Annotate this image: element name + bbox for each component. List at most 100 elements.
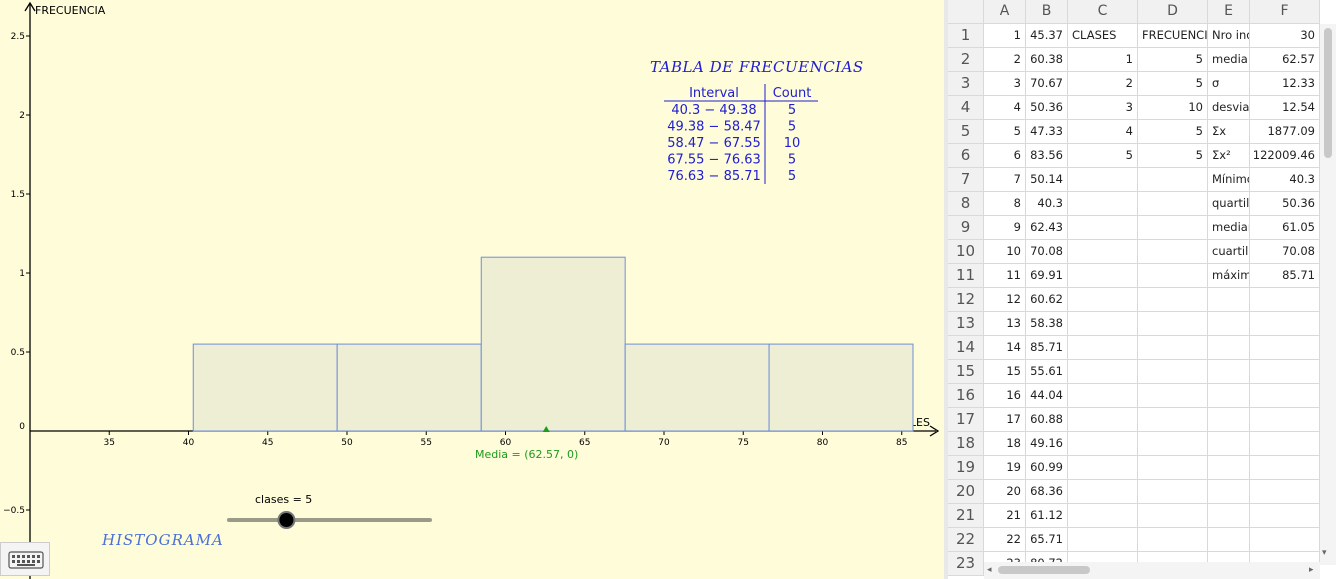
- keyboard-button[interactable]: [0, 542, 50, 576]
- sheet-cell[interactable]: 50.36: [1026, 96, 1068, 120]
- sheet-cell[interactable]: [1208, 312, 1250, 336]
- sheet-cell[interactable]: [1138, 192, 1208, 216]
- column-header-f[interactable]: F: [1250, 0, 1320, 24]
- sheet-cell[interactable]: 10: [1138, 96, 1208, 120]
- sheet-cell[interactable]: [1138, 432, 1208, 456]
- row-header[interactable]: 17: [948, 408, 984, 432]
- sheet-cell[interactable]: [1250, 456, 1320, 480]
- sheet-cell[interactable]: 5: [1138, 120, 1208, 144]
- sheet-cell[interactable]: [1250, 504, 1320, 528]
- sheet-cell[interactable]: 85.71: [1250, 264, 1320, 288]
- sheet-cell[interactable]: 13: [984, 312, 1026, 336]
- sheet-cell[interactable]: 62.57: [1250, 48, 1320, 72]
- horizontal-scrollbar[interactable]: [984, 562, 1320, 579]
- sheet-cell[interactable]: máximo: [1208, 264, 1250, 288]
- sheet-cell[interactable]: 3: [1068, 96, 1138, 120]
- sheet-cell[interactable]: 60.62: [1026, 288, 1068, 312]
- row-header[interactable]: 10: [948, 240, 984, 264]
- sheet-cell[interactable]: Nro ind: [1208, 24, 1250, 48]
- sheet-cell[interactable]: 4: [984, 96, 1026, 120]
- sheet-cell[interactable]: Mínimo: [1208, 168, 1250, 192]
- sheet-cell[interactable]: [1208, 360, 1250, 384]
- sheet-cell[interactable]: [1138, 360, 1208, 384]
- row-header[interactable]: 14: [948, 336, 984, 360]
- sheet-cell[interactable]: 62.43: [1026, 216, 1068, 240]
- sheet-cell[interactable]: [1068, 192, 1138, 216]
- sheet-cell[interactable]: [1138, 240, 1208, 264]
- row-header[interactable]: 9: [948, 216, 984, 240]
- vertical-scroll-thumb[interactable]: [1324, 28, 1332, 158]
- sheet-cell[interactable]: 21: [984, 504, 1026, 528]
- sheet-cell[interactable]: [1138, 384, 1208, 408]
- sheet-cell[interactable]: 1: [984, 24, 1026, 48]
- sheet-cell[interactable]: [1068, 336, 1138, 360]
- sheet-cell[interactable]: [1208, 384, 1250, 408]
- sheet-cell[interactable]: 5: [1138, 72, 1208, 96]
- sheet-cell[interactable]: 85.71: [1026, 336, 1068, 360]
- row-header[interactable]: 12: [948, 288, 984, 312]
- sheet-cell[interactable]: [1250, 288, 1320, 312]
- sheet-cell[interactable]: [1250, 480, 1320, 504]
- sheet-cell[interactable]: 122009.46: [1250, 144, 1320, 168]
- sheet-cell[interactable]: 22: [984, 528, 1026, 552]
- sheet-cell[interactable]: 17: [984, 408, 1026, 432]
- row-header[interactable]: 8: [948, 192, 984, 216]
- sheet-cell[interactable]: [1208, 528, 1250, 552]
- sheet-cell[interactable]: 8: [984, 192, 1026, 216]
- sheet-cell[interactable]: 60.88: [1026, 408, 1068, 432]
- sheet-cell[interactable]: 60.38: [1026, 48, 1068, 72]
- sheet-cell[interactable]: [1068, 216, 1138, 240]
- sheet-cell[interactable]: 44.04: [1026, 384, 1068, 408]
- sheet-cell[interactable]: 60.99: [1026, 456, 1068, 480]
- sheet-cell[interactable]: desviac: [1208, 96, 1250, 120]
- sheet-cell[interactable]: 70.67: [1026, 72, 1068, 96]
- row-header[interactable]: 15: [948, 360, 984, 384]
- sheet-cell[interactable]: 12.33: [1250, 72, 1320, 96]
- row-header[interactable]: 4: [948, 96, 984, 120]
- sheet-cell[interactable]: [1208, 456, 1250, 480]
- sheet-cell[interactable]: [1068, 312, 1138, 336]
- sheet-cell[interactable]: 58.38: [1026, 312, 1068, 336]
- sheet-cell[interactable]: [1068, 480, 1138, 504]
- histogram-plot[interactable]: 35404550556065707580852.521.510.50−0.5NO…: [0, 0, 944, 579]
- sheet-cell[interactable]: [1208, 336, 1250, 360]
- sheet-cell[interactable]: 11: [984, 264, 1026, 288]
- sheet-cell[interactable]: σ: [1208, 72, 1250, 96]
- histogram-bar[interactable]: [624, 343, 770, 432]
- row-header[interactable]: 19: [948, 456, 984, 480]
- sheet-cell[interactable]: 40.3: [1026, 192, 1068, 216]
- sheet-cell[interactable]: [1068, 264, 1138, 288]
- sheet-cell[interactable]: [1250, 336, 1320, 360]
- row-header[interactable]: 20: [948, 480, 984, 504]
- sheet-cell[interactable]: [1138, 312, 1208, 336]
- sheet-cell[interactable]: [1250, 528, 1320, 552]
- histogram-bar[interactable]: [336, 343, 482, 432]
- sheet-cell[interactable]: [1068, 408, 1138, 432]
- sheet-cell[interactable]: 2: [984, 48, 1026, 72]
- row-header[interactable]: 22: [948, 528, 984, 552]
- sheet-cell[interactable]: 47.33: [1026, 120, 1068, 144]
- sheet-cell[interactable]: 4: [1068, 120, 1138, 144]
- sheet-cell[interactable]: [1138, 456, 1208, 480]
- sheet-cell[interactable]: [1068, 432, 1138, 456]
- sheet-cell[interactable]: [1250, 408, 1320, 432]
- sheet-cell[interactable]: Σx: [1208, 120, 1250, 144]
- sheet-cell[interactable]: 45.37: [1026, 24, 1068, 48]
- scroll-right-icon[interactable]: ▸: [1309, 565, 1314, 575]
- sheet-cell[interactable]: [1068, 504, 1138, 528]
- scroll-down-icon[interactable]: ▾: [1322, 548, 1327, 558]
- vertical-scrollbar[interactable]: [1320, 24, 1336, 565]
- row-header[interactable]: 2: [948, 48, 984, 72]
- sheet-cell[interactable]: [1068, 168, 1138, 192]
- sheet-cell[interactable]: 20: [984, 480, 1026, 504]
- sheet-cell[interactable]: 5: [1138, 48, 1208, 72]
- sheet-cell[interactable]: 12.54: [1250, 96, 1320, 120]
- sheet-cell[interactable]: media: [1208, 48, 1250, 72]
- row-header[interactable]: 5: [948, 120, 984, 144]
- sheet-cell[interactable]: [1250, 432, 1320, 456]
- sheet-cell[interactable]: 18: [984, 432, 1026, 456]
- sheet-cell[interactable]: [1138, 264, 1208, 288]
- sheet-cell[interactable]: 6: [984, 144, 1026, 168]
- sheet-cell[interactable]: 1: [1068, 48, 1138, 72]
